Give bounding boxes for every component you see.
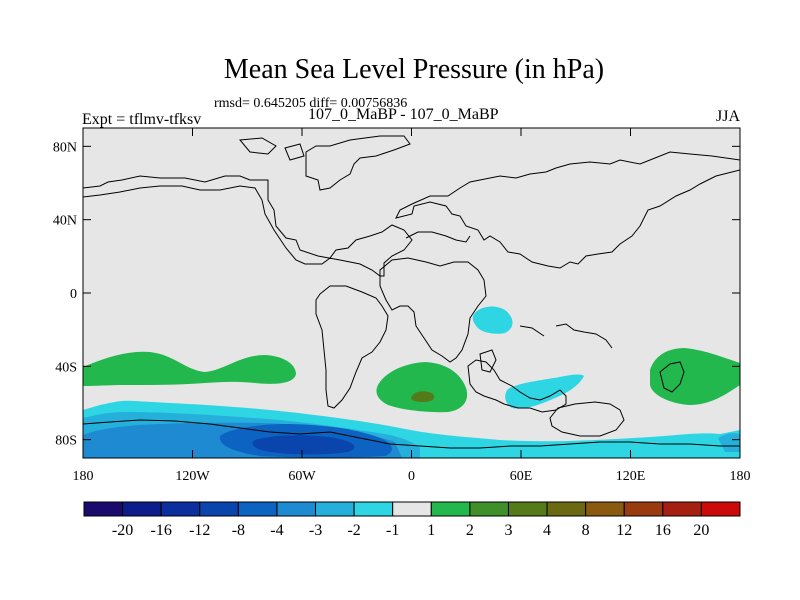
lon-tick-label: 180 [730, 469, 751, 484]
season-label: JJA [716, 108, 741, 125]
colorbar-label: -1 [386, 522, 399, 539]
colorbar-label: -12 [189, 522, 210, 539]
colorbar-label: 2 [466, 522, 474, 539]
colorbar-label: -20 [112, 522, 133, 539]
colorbar-swatch [83, 501, 124, 517]
colorbar-swatch [122, 501, 162, 517]
stats-text: rmsd= 0.645205 diff= 0.00756836 [214, 96, 408, 111]
period-label: 107_0_MaBP - 107_0_MaBP [308, 106, 499, 123]
coastline-mediterranean [405, 231, 471, 243]
coastline-new-zealand [659, 361, 685, 393]
contour-cyan-tropical-indian [472, 306, 513, 334]
colorbar-label: 4 [543, 522, 551, 539]
colorbar-swatch [353, 501, 394, 517]
colorbar-swatch [507, 501, 548, 517]
contour-dark-blue-core [252, 435, 355, 455]
contour-blue-east [718, 433, 740, 452]
coastline-madagascar [479, 349, 497, 373]
lon-tick-label: 60W [288, 469, 316, 484]
coastline-eurasia [395, 151, 740, 269]
contour-green-pacific [83, 351, 296, 386]
coastline-south-america [315, 285, 389, 409]
coastline-australia [549, 401, 625, 437]
coastline-island-sw [467, 359, 567, 413]
page-title: Mean Sea Level Pressure (in hPa) [223, 54, 605, 85]
colorbar-swatch [237, 501, 278, 517]
colorbar-swatch [623, 501, 664, 517]
colorbar-swatch [700, 501, 741, 517]
coastline-indonesia [519, 323, 613, 349]
contour-dark-green-atlantic [411, 391, 435, 402]
lon-tick-label: 0 [408, 469, 415, 484]
colorbar-label: 16 [655, 522, 671, 539]
colorbar: -20 -16 -12 -8 -4 -3 -2 -1 1 2 3 4 8 12 16 20 [83, 501, 741, 539]
lon-tick-label: 180 [73, 469, 94, 484]
coastline-arctic-islands [239, 137, 305, 161]
colorbar-label: 8 [582, 522, 590, 539]
lat-tick-label: 40S [55, 360, 77, 375]
lat-tick-label: 80S [55, 434, 77, 449]
colorbar-label: 20 [693, 522, 709, 539]
axis-ticks: 80N 40N 0 40S 80S 180 120W 60W 0 60E 120E 180 [53, 128, 751, 484]
colorbar-swatch [469, 501, 509, 517]
contour-cyan-indian [505, 374, 584, 409]
contour-green-indian [650, 348, 740, 405]
colorbar-swatch [430, 501, 471, 517]
lat-tick-label: 0 [70, 287, 77, 302]
lon-tick-label: 120W [175, 469, 210, 484]
colorbar-label: 1 [427, 522, 435, 539]
coastlines [83, 135, 740, 449]
lat-tick-label: 80N [53, 140, 77, 155]
coastline-africa [379, 257, 487, 363]
colorbar-swatch [315, 501, 355, 517]
lon-tick-label: 60E [510, 469, 533, 484]
colorbar-swatch [546, 501, 587, 517]
lat-tick-label: 40N [53, 214, 77, 229]
colorbar-swatch [276, 501, 317, 517]
colorbar-label: 3 [504, 522, 512, 539]
lon-tick-label: 120E [616, 469, 646, 484]
contour-green-atlantic [376, 362, 468, 413]
colorbar-label: -3 [309, 522, 322, 539]
colorbar-label: 12 [616, 522, 632, 539]
colorbar-label: -2 [347, 522, 360, 539]
coastline-antarctica [83, 419, 740, 449]
colorbar-swatch [662, 501, 702, 517]
colorbar-label: -4 [270, 522, 283, 539]
colorbar-swatch [392, 501, 432, 517]
coastline-greenland [305, 135, 411, 191]
experiment-label: Expt = tflmv-tfksv [82, 111, 202, 128]
colorbar-label: -16 [151, 522, 172, 539]
colorbar-label: -8 [232, 522, 245, 539]
colorbar-swatch [199, 501, 239, 517]
coastline-north-america [83, 175, 413, 277]
colorbar-swatch [160, 501, 201, 517]
colorbar-swatch [585, 501, 625, 517]
